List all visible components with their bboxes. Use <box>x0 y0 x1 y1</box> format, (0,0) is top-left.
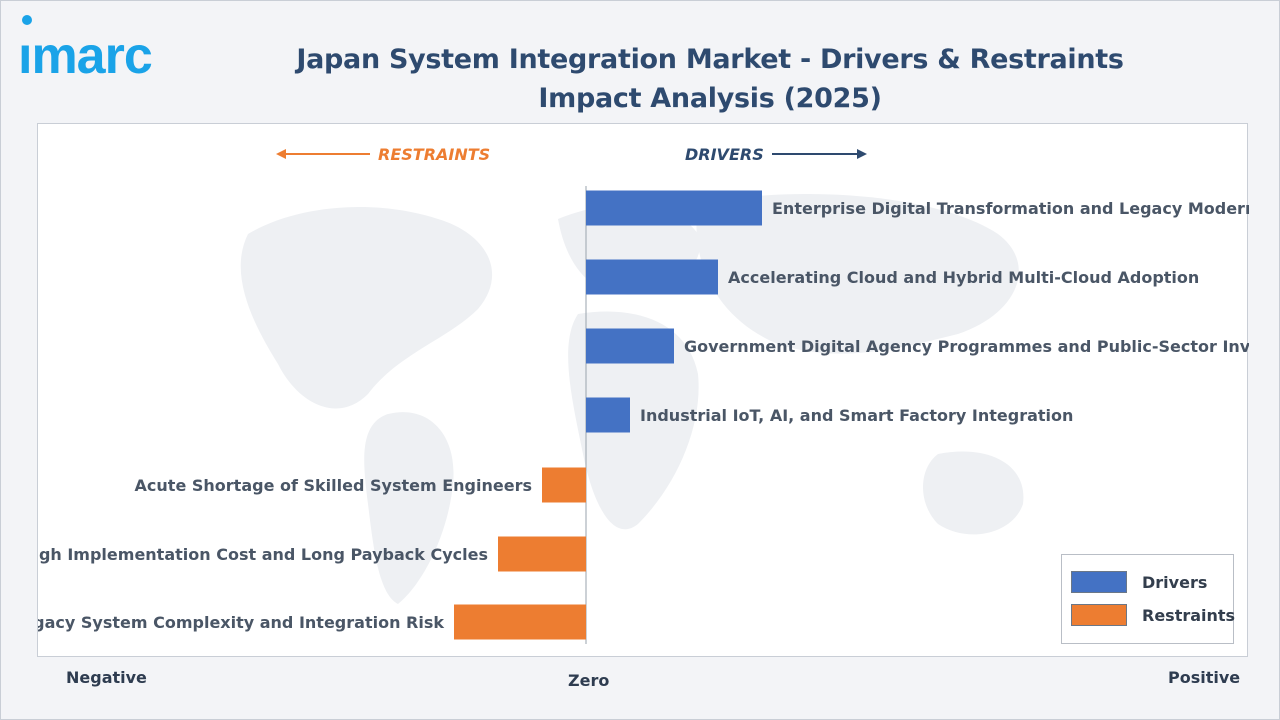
drivers-direction-label: DRIVERS <box>685 145 764 164</box>
driver-bar <box>586 397 630 433</box>
plot-area: RESTRAINTS DRIVERS Enterprise Digital Tran… <box>37 123 1249 657</box>
restraint-category-label: Acute Shortage of Skilled System Enginee… <box>135 476 532 495</box>
restraint-category-label: Legacy System Complexity and Integration… <box>38 613 444 632</box>
drivers-arrow-head <box>857 149 867 159</box>
axis-zero-label: Zero <box>568 671 610 690</box>
svg-text:ımarc: ımarc <box>18 27 152 82</box>
legend-swatch-restraints <box>1071 604 1127 626</box>
restraint-bar <box>542 467 586 503</box>
legend-label-restraints: Restraints <box>1142 605 1236 625</box>
restraints-direction-label: RESTRAINTS <box>378 145 490 164</box>
driver-bar <box>586 328 674 364</box>
legend-item-drivers: Drivers <box>1071 571 1207 593</box>
world-map-watermark <box>240 194 1024 604</box>
bar-chart: RESTRAINTS DRIVERS Enterprise Digital Tran… <box>38 145 1249 644</box>
driver-bar <box>586 190 762 226</box>
legend-swatch-drivers <box>1071 571 1127 593</box>
restraint-bar <box>454 604 586 640</box>
driver-category-label: Accelerating Cloud and Hybrid Multi-Clou… <box>728 268 1199 287</box>
imarc-logo: ımarc <box>18 12 208 87</box>
legend-label-drivers: Drivers <box>1142 572 1208 592</box>
driver-bar <box>586 259 718 295</box>
restraint-category-label: High Implementation Cost and Long Paybac… <box>38 545 488 564</box>
restraint-bar <box>498 536 586 572</box>
driver-category-label: Government Digital Agency Programmes and… <box>684 337 1249 356</box>
axis-negative-label: Negative <box>66 668 147 687</box>
driver-category-label: Enterprise Digital Transformation and Le… <box>772 199 1249 218</box>
restraints-arrow-head <box>276 149 286 159</box>
chart-legend: Drivers Restraints <box>1061 554 1235 644</box>
legend-item-restraints: Restraints <box>1071 604 1235 626</box>
axis-positive-label: Positive <box>1168 668 1241 687</box>
driver-category-label: Industrial IoT, AI, and Smart Factory In… <box>640 406 1073 425</box>
chart-title: Japan System Integration Market - Driver… <box>296 44 1124 114</box>
